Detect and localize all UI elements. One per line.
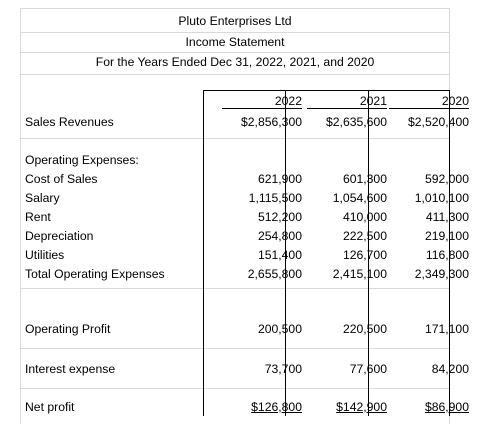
cost-of-sales-2020: 592,000 xyxy=(424,172,469,186)
depreciation-2020: 219,100 xyxy=(424,229,469,243)
sales-2022: $2,856,300 xyxy=(241,115,302,129)
utilities-2021: 126,700 xyxy=(342,248,387,262)
cost-of-sales-label: Cost of Sales xyxy=(25,172,98,186)
year-header-2022: 2022 xyxy=(222,94,302,109)
sales-2021: $2,635,600 xyxy=(326,115,387,129)
year-header-2020: 2020 xyxy=(389,94,469,109)
net-profit-2021: $142,900 xyxy=(336,400,387,414)
depreciation-2022: 254,800 xyxy=(257,229,302,243)
total-opex-2020: 2,349,300 xyxy=(414,267,469,281)
depreciation-2021: 222,500 xyxy=(342,229,387,243)
income-statement-sheet: Pluto Enterprises Ltd Income Statement F… xyxy=(20,8,469,424)
operating-profit-label: Operating Profit xyxy=(25,322,111,336)
interest-expense-2020: 84,200 xyxy=(431,362,469,376)
column-divider xyxy=(285,90,286,416)
grid-line xyxy=(20,138,450,139)
utilities-label: Utilities xyxy=(25,248,65,262)
interest-expense-label: Interest expense xyxy=(25,362,116,376)
rent-2021: 410,000 xyxy=(342,210,387,224)
net-profit-2022: $126,800 xyxy=(251,400,302,414)
salary-label: Salary xyxy=(25,191,60,205)
salary-2022: 1,115,500 xyxy=(248,191,302,205)
grid-line xyxy=(20,32,450,33)
total-opex-2021: 2,415,100 xyxy=(332,267,387,281)
grid-line xyxy=(20,52,450,53)
rent-2020: 411,300 xyxy=(425,210,469,224)
grid-line xyxy=(20,348,450,349)
cost-of-sales-2022: 621,900 xyxy=(257,172,302,186)
column-divider xyxy=(368,90,369,416)
company-name: Pluto Enterprises Ltd xyxy=(178,14,292,28)
operating-profit-2020: 171,100 xyxy=(424,322,469,336)
cost-of-sales-2021: 601,300 xyxy=(342,172,387,186)
rent-2022: 512,200 xyxy=(257,210,302,224)
net-profit-2020: $86,900 xyxy=(424,400,469,414)
operating-profit-2022: 200,500 xyxy=(257,322,302,336)
grid-line xyxy=(20,388,450,389)
grid-line xyxy=(20,8,21,424)
rent-label: Rent xyxy=(25,210,51,224)
year-header-2021: 2021 xyxy=(307,94,387,109)
statement-title: Income Statement xyxy=(185,35,285,49)
interest-expense-2021: 77,600 xyxy=(349,362,387,376)
statement-period: For the Years Ended Dec 31, 2022, 2021, … xyxy=(95,55,375,69)
opex-heading: Operating Expenses: xyxy=(25,153,139,167)
total-opex-2022: 2,655,800 xyxy=(247,267,302,281)
grid-line xyxy=(20,74,450,75)
grid-line xyxy=(20,288,450,289)
grid-line xyxy=(20,8,450,9)
salary-2020: 1,010,100 xyxy=(414,191,469,205)
utilities-2022: 151,400 xyxy=(257,248,302,262)
sales-label: Sales Revenues xyxy=(25,115,114,129)
columns-box xyxy=(203,90,450,416)
columns-top-border xyxy=(203,90,449,91)
net-profit-label: Net profit xyxy=(25,400,75,414)
salary-2021: 1,054,600 xyxy=(332,191,387,205)
total-opex-label: Total Operating Expenses xyxy=(25,267,165,281)
depreciation-label: Depreciation xyxy=(25,229,94,243)
operating-profit-2021: 220,500 xyxy=(342,322,387,336)
interest-expense-2022: 73,700 xyxy=(264,362,302,376)
sales-2020: $2,520,400 xyxy=(408,115,469,129)
utilities-2020: 116,800 xyxy=(425,248,469,262)
